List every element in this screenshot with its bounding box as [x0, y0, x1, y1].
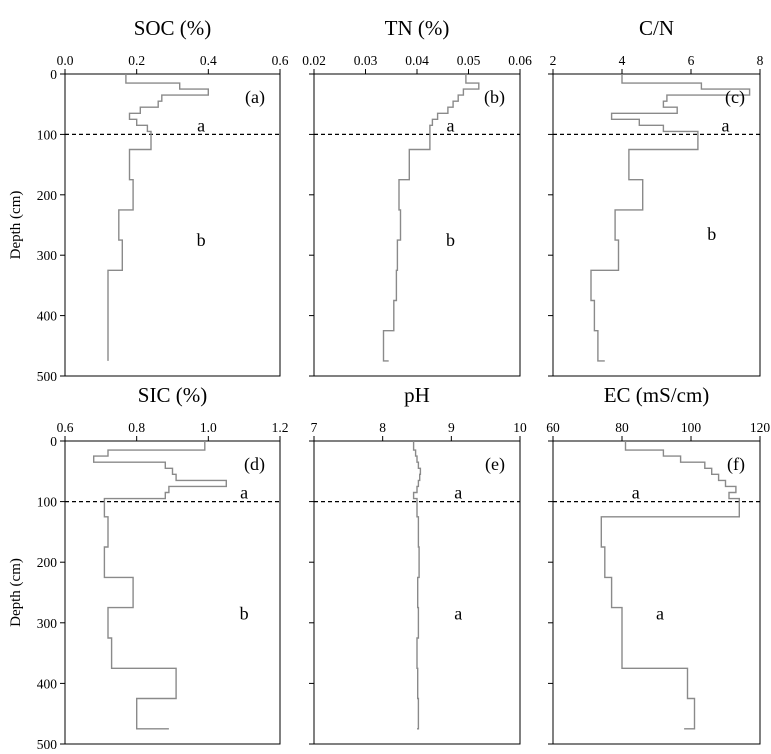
panel-4: SIC (%) 0.6 0.8 1.0 1.2 0 100 200 300 400 500 Depth…: [8, 383, 288, 752]
panel-2-title: TN (%): [385, 16, 450, 40]
panel-3-label: (c): [725, 87, 745, 108]
panel-2-xtick-label: 0.06: [508, 53, 532, 68]
panel-6-title: EC (mS/cm): [604, 383, 710, 407]
panel-1-ytick-label: 100: [37, 127, 58, 142]
panel-4-frame: [64, 440, 281, 745]
panel-1: SOC (%) 0.0 0.2 0.4 0.6 0 100 200 300 400 500 Depth…: [8, 16, 289, 384]
panel-4-significance-label: b: [240, 604, 249, 624]
panel-4-ytick-label: 100: [37, 495, 58, 510]
panel-3-significance-label: b: [707, 224, 716, 244]
panel-2-significance-label: b: [446, 230, 455, 250]
panel-2-significance-label: a: [446, 115, 454, 135]
panel-5-significance-label: a: [454, 604, 462, 624]
panel-1-ytick-label: 400: [37, 309, 58, 324]
panel-1-xtick-label: 0.2: [128, 53, 145, 68]
panel-2-frame: [313, 73, 521, 377]
panel-1-xtick-label: 0.0: [57, 53, 74, 68]
panel-4-xtick-label: 0.6: [57, 420, 74, 435]
panel-6-xtick-label: 60: [546, 420, 560, 435]
panel-1-significance-label: a: [197, 115, 205, 135]
panel-2-xtick-label: 0.02: [302, 53, 326, 68]
panel-5-label: (e): [485, 454, 505, 475]
panel-6-significance-label: a: [632, 483, 640, 503]
panel-4-title: SIC (%): [138, 383, 207, 407]
panel-1-ytick-label: 500: [37, 369, 58, 384]
panel-4-ylabel: Depth (cm): [8, 558, 24, 627]
panel-4-ytick-label: 400: [37, 676, 58, 691]
panel-5-xtick-label: 7: [311, 420, 318, 435]
panel-6-significance-label: a: [656, 604, 664, 624]
panel-4-xtick-label: 1.2: [272, 420, 289, 435]
panel-3-xtick-label: 6: [688, 53, 695, 68]
panel-3-significance-label: a: [722, 115, 730, 135]
panel-3-xtick-label: 8: [757, 53, 764, 68]
panel-1-frame: [64, 73, 281, 377]
panel-4-ytick-label: 500: [37, 737, 58, 752]
panel-6-xtick-label: 100: [681, 420, 702, 435]
panel-6-profile-line: [600, 441, 740, 730]
panel-1-profile-line: [107, 74, 210, 361]
panel-4-significance-label: a: [240, 483, 248, 503]
panel-4-ytick-label: 300: [37, 616, 58, 631]
panel-5-title: pH: [404, 383, 430, 407]
panel-3-title: C/N: [639, 16, 674, 40]
panel-1-xtick-label: 0.6: [272, 53, 289, 68]
panel-3-xtick-label: 2: [550, 53, 557, 68]
panel-6-xtick-label: 120: [750, 420, 771, 435]
panel-5-significance-label: a: [454, 483, 462, 503]
panel-5-profile-line: [412, 441, 422, 730]
panel-1-label: (a): [245, 87, 265, 108]
panel-1-significance-label: b: [197, 230, 206, 250]
panel-2-profile-line: [382, 74, 480, 362]
panel-4-label: (d): [244, 454, 265, 475]
panel-1-xtick-label: 0.4: [200, 53, 217, 68]
panel-6: EC (mS/cm) 60 80 100 120 (f) a a: [546, 383, 771, 745]
panel-4-profile-line: [92, 441, 228, 730]
panel-5-xtick-label: 10: [513, 420, 527, 435]
panel-4-xtick-label: 0.8: [128, 420, 145, 435]
panel-4-ytick-label: 0: [50, 434, 57, 449]
panel-2-xtick-label: 0.05: [457, 53, 481, 68]
panel-5-frame: [313, 440, 521, 745]
panel-3-xtick-label: 4: [619, 53, 626, 68]
panel-4-ytick-label: 200: [37, 555, 58, 570]
panel-2: TN (%) 0.02 0.03 0.04 0.05 0.06 (b) a b: [302, 16, 532, 377]
panel-3-frame: [552, 73, 761, 377]
panel-1-ylabel: Depth (cm): [8, 191, 24, 260]
panel-1-title: SOC (%): [134, 16, 212, 40]
panel-1-ytick-label: 0: [50, 67, 57, 82]
panel-2-xtick-label: 0.04: [405, 53, 429, 68]
panel-5-xtick-label: 8: [379, 420, 386, 435]
panel-5-xtick-label: 9: [448, 420, 455, 435]
panel-3: C/N 2 4 6 8 (c) a b: [548, 16, 764, 377]
panel-4-xtick-label: 1.0: [200, 420, 217, 435]
panel-6-xtick-label: 80: [615, 420, 629, 435]
panel-2-xtick-label: 0.03: [354, 53, 378, 68]
panel-2-label: (b): [484, 87, 505, 108]
panel-1-ytick-label: 300: [37, 248, 58, 263]
panel-1-ytick-label: 200: [37, 188, 58, 203]
panel-6-frame: [552, 440, 761, 745]
panel-5: pH 7 8 9 10 (e) a a: [309, 383, 527, 745]
panel-3-profile-line: [590, 74, 751, 362]
panel-6-label: (f): [727, 454, 745, 475]
